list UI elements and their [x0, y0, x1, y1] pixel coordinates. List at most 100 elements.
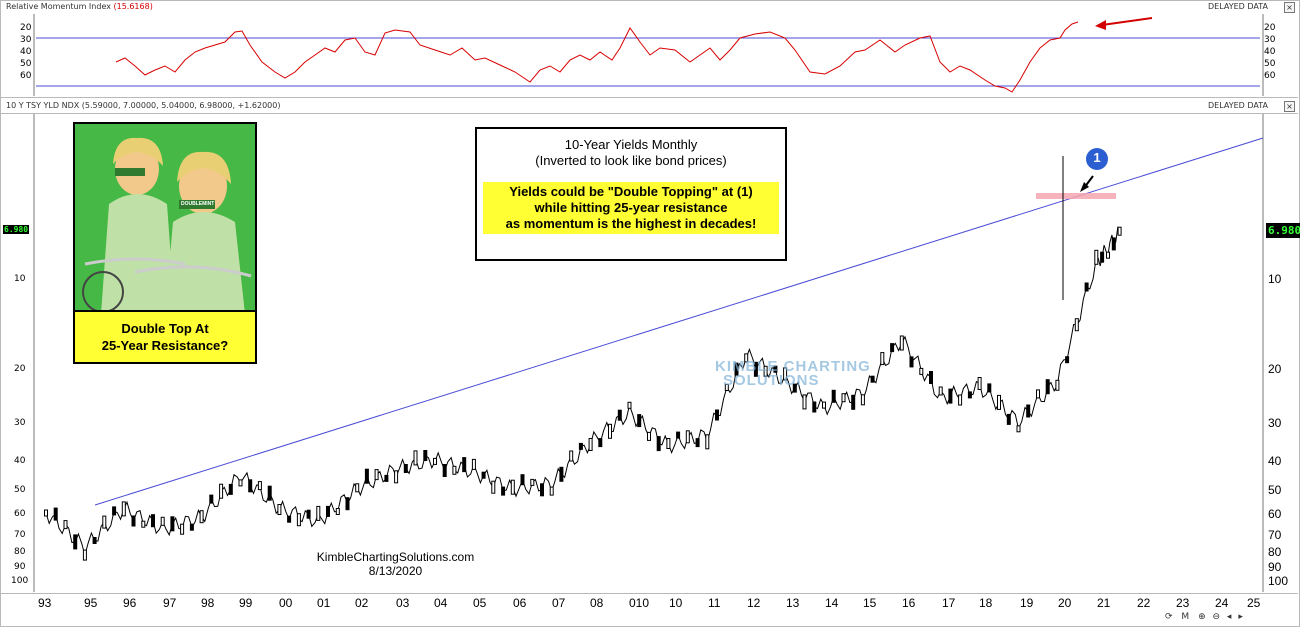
- price-candle: [724, 384, 729, 391]
- price-candle: [1006, 413, 1011, 425]
- x-tick-label: 96: [123, 596, 137, 610]
- ad-caption-line1: Double Top At: [121, 321, 209, 336]
- y-tick: 50: [1268, 483, 1282, 497]
- x-tick-label: 15: [863, 596, 877, 610]
- price-candle: [491, 480, 496, 494]
- price-candle: [676, 431, 681, 439]
- price-candle: [1111, 237, 1116, 251]
- price-candle: [831, 389, 836, 403]
- x-tick-label: 05: [473, 596, 487, 610]
- y-tick: 20: [1268, 362, 1282, 376]
- resistance-trendline: [94, 137, 1264, 506]
- price-candle: [1036, 389, 1040, 399]
- price-candle: [364, 468, 369, 484]
- price-candle: [403, 464, 408, 473]
- main-close-icon[interactable]: ×: [1284, 101, 1295, 112]
- y-tick: 90: [1268, 560, 1282, 574]
- price-candle: [413, 450, 418, 466]
- x-tick-label: 95: [84, 596, 98, 610]
- x-tick-label: 97: [163, 596, 177, 610]
- price-candle: [627, 401, 632, 409]
- rmi-line: [115, 21, 1079, 93]
- x-tick-label: 12: [747, 596, 761, 610]
- price-candle: [617, 409, 622, 421]
- price-candle: [189, 523, 194, 531]
- price-candle: [967, 391, 972, 399]
- price-series: [44, 156, 1122, 561]
- price-candle: [870, 375, 875, 383]
- watermark-line2: SOLUTIONS: [723, 372, 820, 389]
- x-tick-label: 08: [590, 596, 604, 610]
- pan-right-icon[interactable]: ▸: [1238, 612, 1243, 622]
- pan-left-icon[interactable]: ◂: [1226, 612, 1232, 622]
- y-tick: 40: [1268, 454, 1282, 468]
- price-candle: [423, 450, 428, 461]
- price-candle: [112, 506, 117, 516]
- price-candle: [1084, 282, 1089, 292]
- x-tick-label: 16: [902, 596, 916, 610]
- price-candle: [851, 394, 856, 410]
- credit-date: 8/13/2020: [368, 564, 423, 578]
- price-candle: [695, 438, 700, 448]
- price-candle: [549, 486, 554, 496]
- price-candle: [919, 367, 924, 375]
- price-candle: [520, 474, 525, 486]
- last-price-tag: 6.980: [1266, 223, 1300, 238]
- watermark: KIMBLE CHARTING SOLUTIONS: [715, 359, 871, 389]
- x-tick-label: 99: [239, 596, 253, 610]
- x-tick-label: 04: [434, 596, 448, 610]
- price-candle: [559, 466, 564, 482]
- price-candle: [1100, 251, 1105, 263]
- price-candle: [734, 362, 739, 376]
- callout-hl2: while hitting 25-year resistance: [534, 200, 728, 215]
- price-candle: [753, 361, 758, 377]
- x-tick-label: 98: [201, 596, 215, 610]
- x-axis-line: [0, 593, 1298, 594]
- price-candle: [1117, 226, 1122, 236]
- price-candle: [102, 515, 107, 529]
- refresh-icon[interactable]: ⟳: [1165, 612, 1173, 622]
- callout-hl3: as momentum is the highest in decades!: [505, 216, 757, 231]
- main-delayed-label: DELAYED DATA: [1208, 101, 1268, 110]
- price-candle: [462, 457, 467, 473]
- price-candle: [53, 507, 58, 521]
- price-candle: [608, 423, 612, 439]
- price-candle: [705, 434, 710, 450]
- price-candle: [316, 505, 321, 521]
- y-tick: 30: [1268, 416, 1282, 430]
- y-tick: 10: [1268, 272, 1282, 286]
- price-candle: [199, 510, 204, 524]
- ad-caption: Double Top At 25-Year Resistance?: [73, 310, 257, 364]
- rmi-delayed-label: DELAYED DATA: [1208, 2, 1268, 11]
- x-tick-label: 03: [396, 596, 410, 610]
- x-tick-label: 19: [1020, 596, 1034, 610]
- rmi-value: (15.6168): [113, 2, 153, 11]
- marker-1-arrow-head: [1080, 182, 1089, 192]
- price-candle: [73, 534, 78, 550]
- price-candle: [958, 394, 963, 406]
- price-candle: [82, 549, 87, 561]
- price-candle: [44, 509, 48, 517]
- price-candle: [792, 383, 797, 393]
- price-candle: [442, 464, 447, 477]
- price-candle: [860, 394, 865, 406]
- momentum-arrow-head: [1095, 20, 1106, 30]
- price-candle: [257, 481, 262, 491]
- period-m-icon[interactable]: M: [1181, 612, 1190, 622]
- zoom-out-icon[interactable]: ⊖: [1212, 612, 1221, 622]
- price-candle: [637, 414, 642, 428]
- price-candle: [394, 470, 399, 484]
- price-candle: [666, 438, 671, 449]
- y-tick-left: 80: [14, 547, 26, 557]
- x-tick-label: 00: [279, 596, 293, 610]
- zoom-in-icon[interactable]: ⊕: [1198, 612, 1206, 622]
- rmi-close-icon[interactable]: ×: [1284, 2, 1295, 13]
- x-tick-label: 10: [669, 596, 683, 610]
- price-candle: [287, 515, 292, 523]
- price-candle: [248, 479, 253, 493]
- price-candle: [160, 516, 165, 526]
- price-candle: [267, 485, 272, 501]
- rmi-tick-left: 30: [20, 35, 32, 45]
- bottom-toolbar: ⟳ M ⊕ ⊖ ◂ ▸: [1165, 612, 1243, 624]
- price-candle: [433, 457, 437, 465]
